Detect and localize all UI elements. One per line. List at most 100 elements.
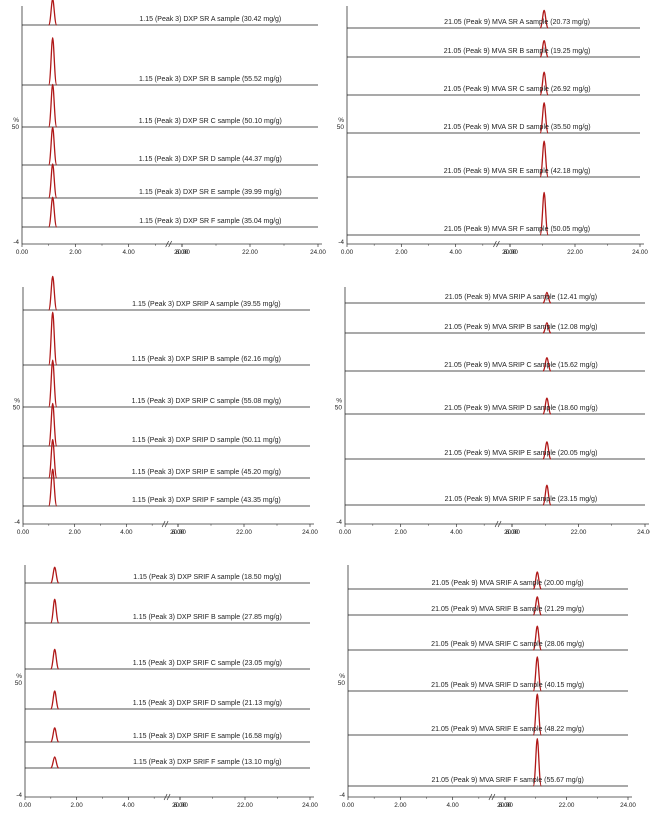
trace-peak [542,484,552,506]
trace-label: 1.15 (Peak 3) DXP SRIP F sample (43.35 m… [132,497,281,504]
trace-peak [48,196,58,228]
x-tick-label: 4.00 [120,529,133,536]
trace-peak [539,140,549,178]
trace-peak [532,656,542,692]
trace-label: 1.15 (Peak 3) DXP SRIF E sample (16.58 m… [133,733,282,740]
x-tick-label: 20.00 [174,249,190,256]
trace-label: 1.15 (Peak 3) DXP SR C sample (50.10 mg/… [139,118,282,125]
trace-peak [542,322,552,334]
x-tick-label: 4.00 [123,249,136,256]
trace-label: 1.15 (Peak 3) DXP SR B sample (55.52 mg/… [139,76,282,83]
trace-label: 21.05 (Peak 9) MVA SRIP B sample (12.08 … [444,324,597,331]
x-tick-label: 24.00 [620,802,636,809]
trace-peak [48,37,58,86]
x-tick-label: 6.00 [172,529,185,536]
trace-label: 1.15 (Peak 3) DXP SR E sample (39.99 mg/… [139,189,282,196]
x-tick-label: 0.00 [342,802,355,809]
y-tick-label: -4 [16,792,22,799]
trace-label: 21.05 (Peak 9) MVA SRIF A sample (20.00 … [432,580,584,587]
trace-label: 21.05 (Peak 9) MVA SR F sample (50.05 mg… [444,226,590,233]
trace-label: 21.05 (Peak 9) MVA SRIF E sample (48.22 … [431,726,584,733]
trace-label: 1.15 (Peak 3) DXP SR D sample (44.37 mg/… [139,156,282,163]
y-tick-label: 50 [12,124,20,131]
y-tick-label: 50 [13,405,21,412]
x-tick-label: 0.00 [17,529,30,536]
trace-label: 21.05 (Peak 9) MVA SRIF D sample (40.15 … [431,682,584,689]
trace-peak [50,727,60,743]
trace-peak [532,693,542,736]
trace-label: 21.05 (Peak 9) MVA SRIP A sample (12.41 … [445,294,597,301]
trace-peak [48,83,58,128]
trace-label: 1.15 (Peak 3) DXP SR A sample (30.42 mg/… [139,16,281,23]
x-tick-label: 24.00 [310,249,326,256]
x-tick-label: 22.00 [242,249,258,256]
y-tick-label: -4 [14,519,20,526]
x-tick-label: 22.00 [571,529,587,536]
trace-label: 21.05 (Peak 9) MVA SR E sample (42.18 mg… [444,168,591,175]
trace-label: 21.05 (Peak 9) MVA SR D sample (35.50 mg… [444,124,591,131]
x-tick-label: 6.00 [506,529,519,536]
trace-peak [48,359,58,408]
trace-label: 1.15 (Peak 3) DXP SRIP B sample (62.16 m… [132,356,281,363]
x-tick-label: 0.00 [341,249,354,256]
trace-label: 1.15 (Peak 3) DXP SR F sample (35.04 mg/… [139,218,281,225]
x-tick-label: 6.00 [504,249,517,256]
trace-peak [532,596,542,616]
y-tick-label: 50 [335,405,343,412]
x-tick-label: 4.00 [447,802,460,809]
y-axis-label: % [14,398,20,405]
trace-peak [539,102,549,134]
trace-label: 1.15 (Peak 3) DXP SRIP E sample (45.20 m… [132,469,281,476]
trace-peak [542,397,552,415]
x-tick-label: 0.00 [19,802,32,809]
x-tick-label: 2.00 [394,802,407,809]
y-tick-label: 50 [337,124,345,131]
x-tick-label: 20.00 [497,802,513,809]
axis-break-mark [161,520,169,528]
y-axis-label: % [339,673,345,680]
trace-peak [532,738,542,787]
x-tick-label: 24.00 [632,249,648,256]
y-axis-label: % [336,398,342,405]
trace-label: 1.15 (Peak 3) DXP SRIF D sample (21.13 m… [133,700,282,707]
x-tick-label: 20.00 [170,529,186,536]
trace-peak [542,291,552,304]
x-tick-label: 2.00 [69,249,82,256]
x-tick-label: 0.00 [16,249,29,256]
trace-label: 21.05 (Peak 9) MVA SRIP F sample (23.15 … [445,496,598,503]
trace-label: 21.05 (Peak 9) MVA SRIP D sample (18.60 … [444,405,597,412]
trace-peak [539,9,549,29]
trace-peak [50,648,60,670]
trace-peak [50,598,60,624]
trace-peak [542,441,552,460]
x-tick-label: 22.00 [567,249,583,256]
y-axis-label: % [16,673,22,680]
x-tick-label: 2.00 [395,529,408,536]
trace-label: 21.05 (Peak 9) MVA SRIF C sample (28.06 … [431,641,584,648]
trace-label: 1.15 (Peak 3) DXP SRIF A sample (18.50 m… [133,574,281,581]
trace-peak [539,191,549,236]
x-tick-label: 24.00 [302,529,318,536]
trace-peak [48,163,58,199]
trace-label: 1.15 (Peak 3) DXP SRIF B sample (27.85 m… [133,614,282,621]
x-tick-label: 2.00 [395,249,408,256]
x-tick-label: 20.00 [504,529,520,536]
x-tick-label: 6.00 [499,802,512,809]
x-tick-label: 22.00 [237,802,253,809]
y-tick-label: -4 [336,519,342,526]
trace-label: 21.05 (Peak 9) MVA SRIF F sample (55.67 … [431,777,583,784]
trace-label: 1.15 (Peak 3) DXP SRIF C sample (23.05 m… [133,660,282,667]
trace-label: 21.05 (Peak 9) MVA SR B sample (19.25 mg… [444,48,591,55]
y-tick-label: -4 [339,792,345,799]
trace-peak [48,468,58,507]
y-axis-label: % [13,117,19,124]
trace-label: 1.15 (Peak 3) DXP SRIP D sample (50.11 m… [132,437,281,444]
trace-peak [48,311,58,366]
axis-break-mark [163,793,171,801]
trace-peak [48,126,58,166]
axis-break-mark [165,240,172,248]
